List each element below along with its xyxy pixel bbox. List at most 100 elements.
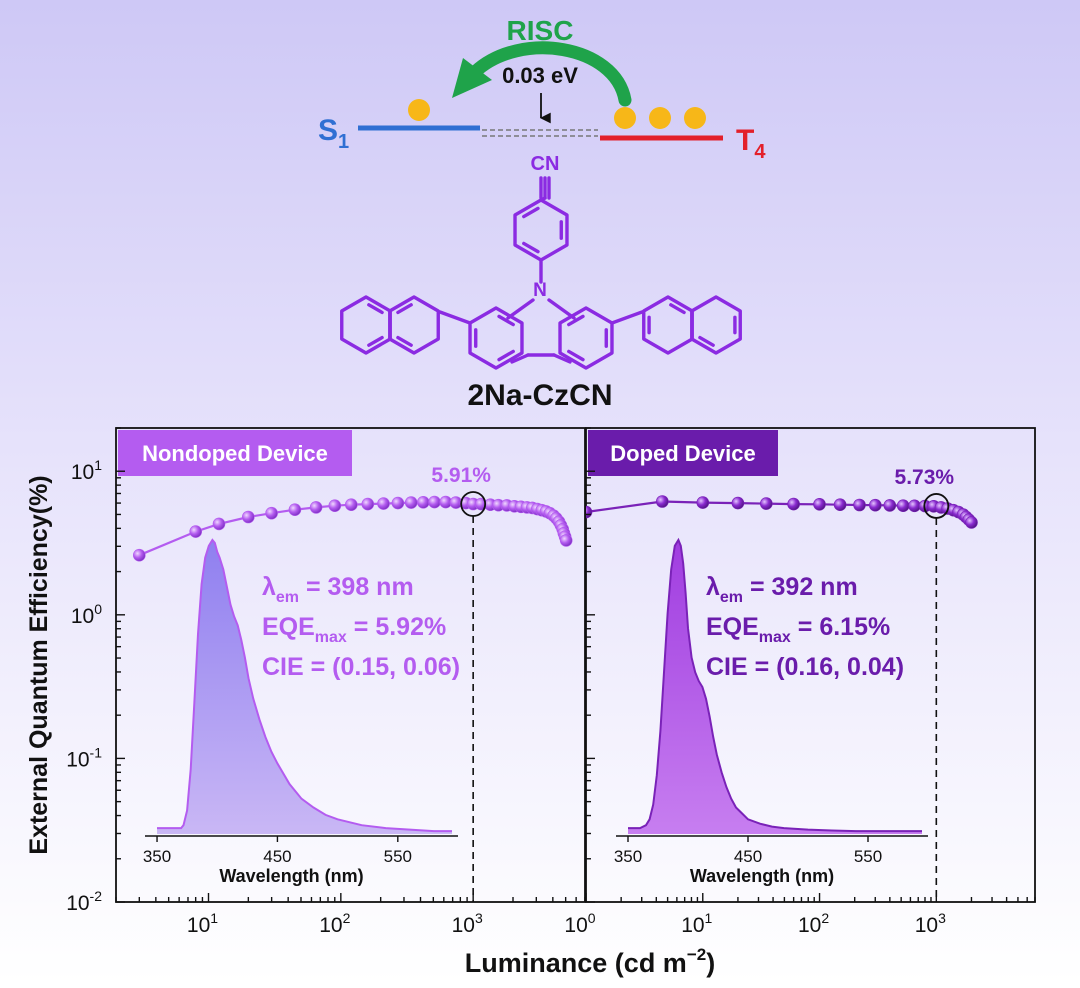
eqe-point bbox=[896, 499, 910, 513]
benzene-ring bbox=[468, 306, 524, 370]
plot-frame bbox=[115, 427, 586, 903]
x-tick-label: 103 bbox=[452, 910, 483, 937]
annotation-label: 5.73% bbox=[895, 466, 955, 489]
double-bond bbox=[396, 335, 413, 347]
y-tick-label: 10-2 bbox=[66, 888, 102, 915]
inset-x-tick-label: 450 bbox=[263, 847, 291, 866]
inset-x-tick-label: 550 bbox=[384, 847, 412, 866]
eqe-point bbox=[428, 495, 441, 509]
eqe-point bbox=[787, 497, 800, 511]
bond bbox=[438, 310, 472, 325]
double-bond bbox=[669, 303, 686, 315]
charts: 350 450 550 Wavelength (nm) 5.91% Nondoped De… bbox=[66, 427, 1036, 937]
t4-label: T4 bbox=[736, 124, 766, 163]
inset-x-label: Wavelength (nm) bbox=[690, 866, 834, 886]
cn-label: CN bbox=[531, 153, 560, 175]
eqe-point bbox=[908, 499, 921, 513]
n-label: N bbox=[533, 280, 547, 301]
annotation-label: 5.91% bbox=[431, 464, 491, 487]
eqe-point bbox=[813, 497, 826, 511]
electron bbox=[684, 107, 706, 129]
double-bond bbox=[567, 314, 585, 327]
spectrum-line bbox=[157, 538, 452, 833]
y-axis-label: External Quantum Efficiency(%) bbox=[25, 475, 53, 854]
eqe-point bbox=[189, 525, 202, 538]
eqe-max-text: EQEmax = 5.92% bbox=[262, 613, 446, 646]
eqe-point bbox=[265, 506, 278, 520]
x-tick-label: 101 bbox=[187, 910, 218, 937]
spectrum-area bbox=[157, 540, 452, 834]
eqe-point bbox=[559, 534, 573, 547]
eqe-point bbox=[377, 497, 390, 510]
electron bbox=[649, 107, 671, 129]
double-bond bbox=[567, 349, 585, 362]
double-bond bbox=[367, 335, 384, 347]
eqe-point bbox=[655, 495, 669, 508]
x-axis-label: Luminance (cd m−2) bbox=[465, 945, 715, 978]
eqe-point bbox=[416, 495, 430, 509]
eqe-point bbox=[344, 498, 358, 512]
double-bond bbox=[698, 335, 715, 347]
energy-diagram: RISC 0.03 eV S1 T4 bbox=[318, 15, 766, 163]
panel-label: Doped Device bbox=[610, 441, 756, 466]
nondoped-panel: 350 450 550 Wavelength (nm) 5.91% Nondoped De… bbox=[66, 427, 586, 937]
bond bbox=[610, 310, 644, 325]
cie-text: CIE = (0.15, 0.06) bbox=[262, 653, 460, 681]
eqe-point bbox=[883, 499, 897, 512]
risc-label: RISC bbox=[507, 15, 574, 46]
electrons bbox=[408, 99, 706, 129]
y-tick-label: 100 bbox=[71, 601, 102, 628]
inset-x-label: Wavelength (nm) bbox=[219, 866, 363, 886]
benzene-ring bbox=[558, 306, 614, 370]
spectrum-area bbox=[628, 540, 922, 834]
gap-label: 0.03 eV bbox=[502, 63, 578, 88]
eqe-point bbox=[242, 510, 255, 524]
eqe-point bbox=[288, 503, 302, 517]
spectrum-line bbox=[628, 537, 922, 833]
bond bbox=[552, 353, 572, 364]
x-tick-label: 102 bbox=[319, 910, 350, 937]
eqe-point bbox=[696, 496, 710, 509]
eqe-point bbox=[391, 496, 405, 510]
risc-arrow bbox=[468, 41, 632, 107]
double-bond bbox=[367, 303, 384, 315]
lambda-em-text: λem = 392 nm bbox=[706, 573, 858, 606]
y-tick-label: 101 bbox=[71, 457, 102, 484]
lambda-em-text: λem = 398 nm bbox=[262, 573, 414, 606]
annotation-circle bbox=[460, 491, 487, 517]
eqe-point bbox=[328, 499, 342, 513]
x-tick-label: 101 bbox=[681, 910, 712, 937]
double-bond bbox=[497, 314, 515, 327]
bond bbox=[547, 298, 576, 320]
benzene-ring bbox=[690, 295, 742, 355]
molecule-name: 2Na-CzCN bbox=[467, 379, 612, 412]
inset-x-tick-label: 350 bbox=[143, 847, 171, 866]
panel-label: Nondoped Device bbox=[142, 441, 328, 466]
inset-x-tick-label: 450 bbox=[734, 847, 762, 866]
annotation-circle bbox=[923, 493, 950, 519]
eqe-point bbox=[965, 516, 978, 529]
double-bond bbox=[522, 206, 540, 219]
x-tick-label: 100 bbox=[564, 910, 595, 937]
double-bond bbox=[497, 349, 515, 362]
benzene-ring bbox=[340, 295, 392, 355]
eqe-max-text: EQEmax = 6.15% bbox=[706, 613, 890, 646]
eqe-point bbox=[212, 517, 226, 531]
cie-text: CIE = (0.16, 0.04) bbox=[706, 653, 904, 681]
eqe-point bbox=[361, 497, 375, 511]
double-bond bbox=[522, 241, 540, 254]
risc-arrow-head bbox=[452, 58, 492, 98]
molecule-structure bbox=[340, 176, 742, 370]
double-bond bbox=[396, 303, 413, 315]
panel-label-box bbox=[588, 430, 778, 476]
eqe-point bbox=[309, 501, 323, 514]
x-tick-label: 102 bbox=[798, 910, 829, 937]
doped-panel: 350 450 550 Wavelength (nm) 5.73% Doped Devic… bbox=[564, 427, 1036, 937]
bond bbox=[506, 298, 535, 320]
eqe-point bbox=[133, 548, 146, 562]
eqe-point bbox=[731, 496, 745, 510]
eqe-point bbox=[833, 498, 847, 512]
